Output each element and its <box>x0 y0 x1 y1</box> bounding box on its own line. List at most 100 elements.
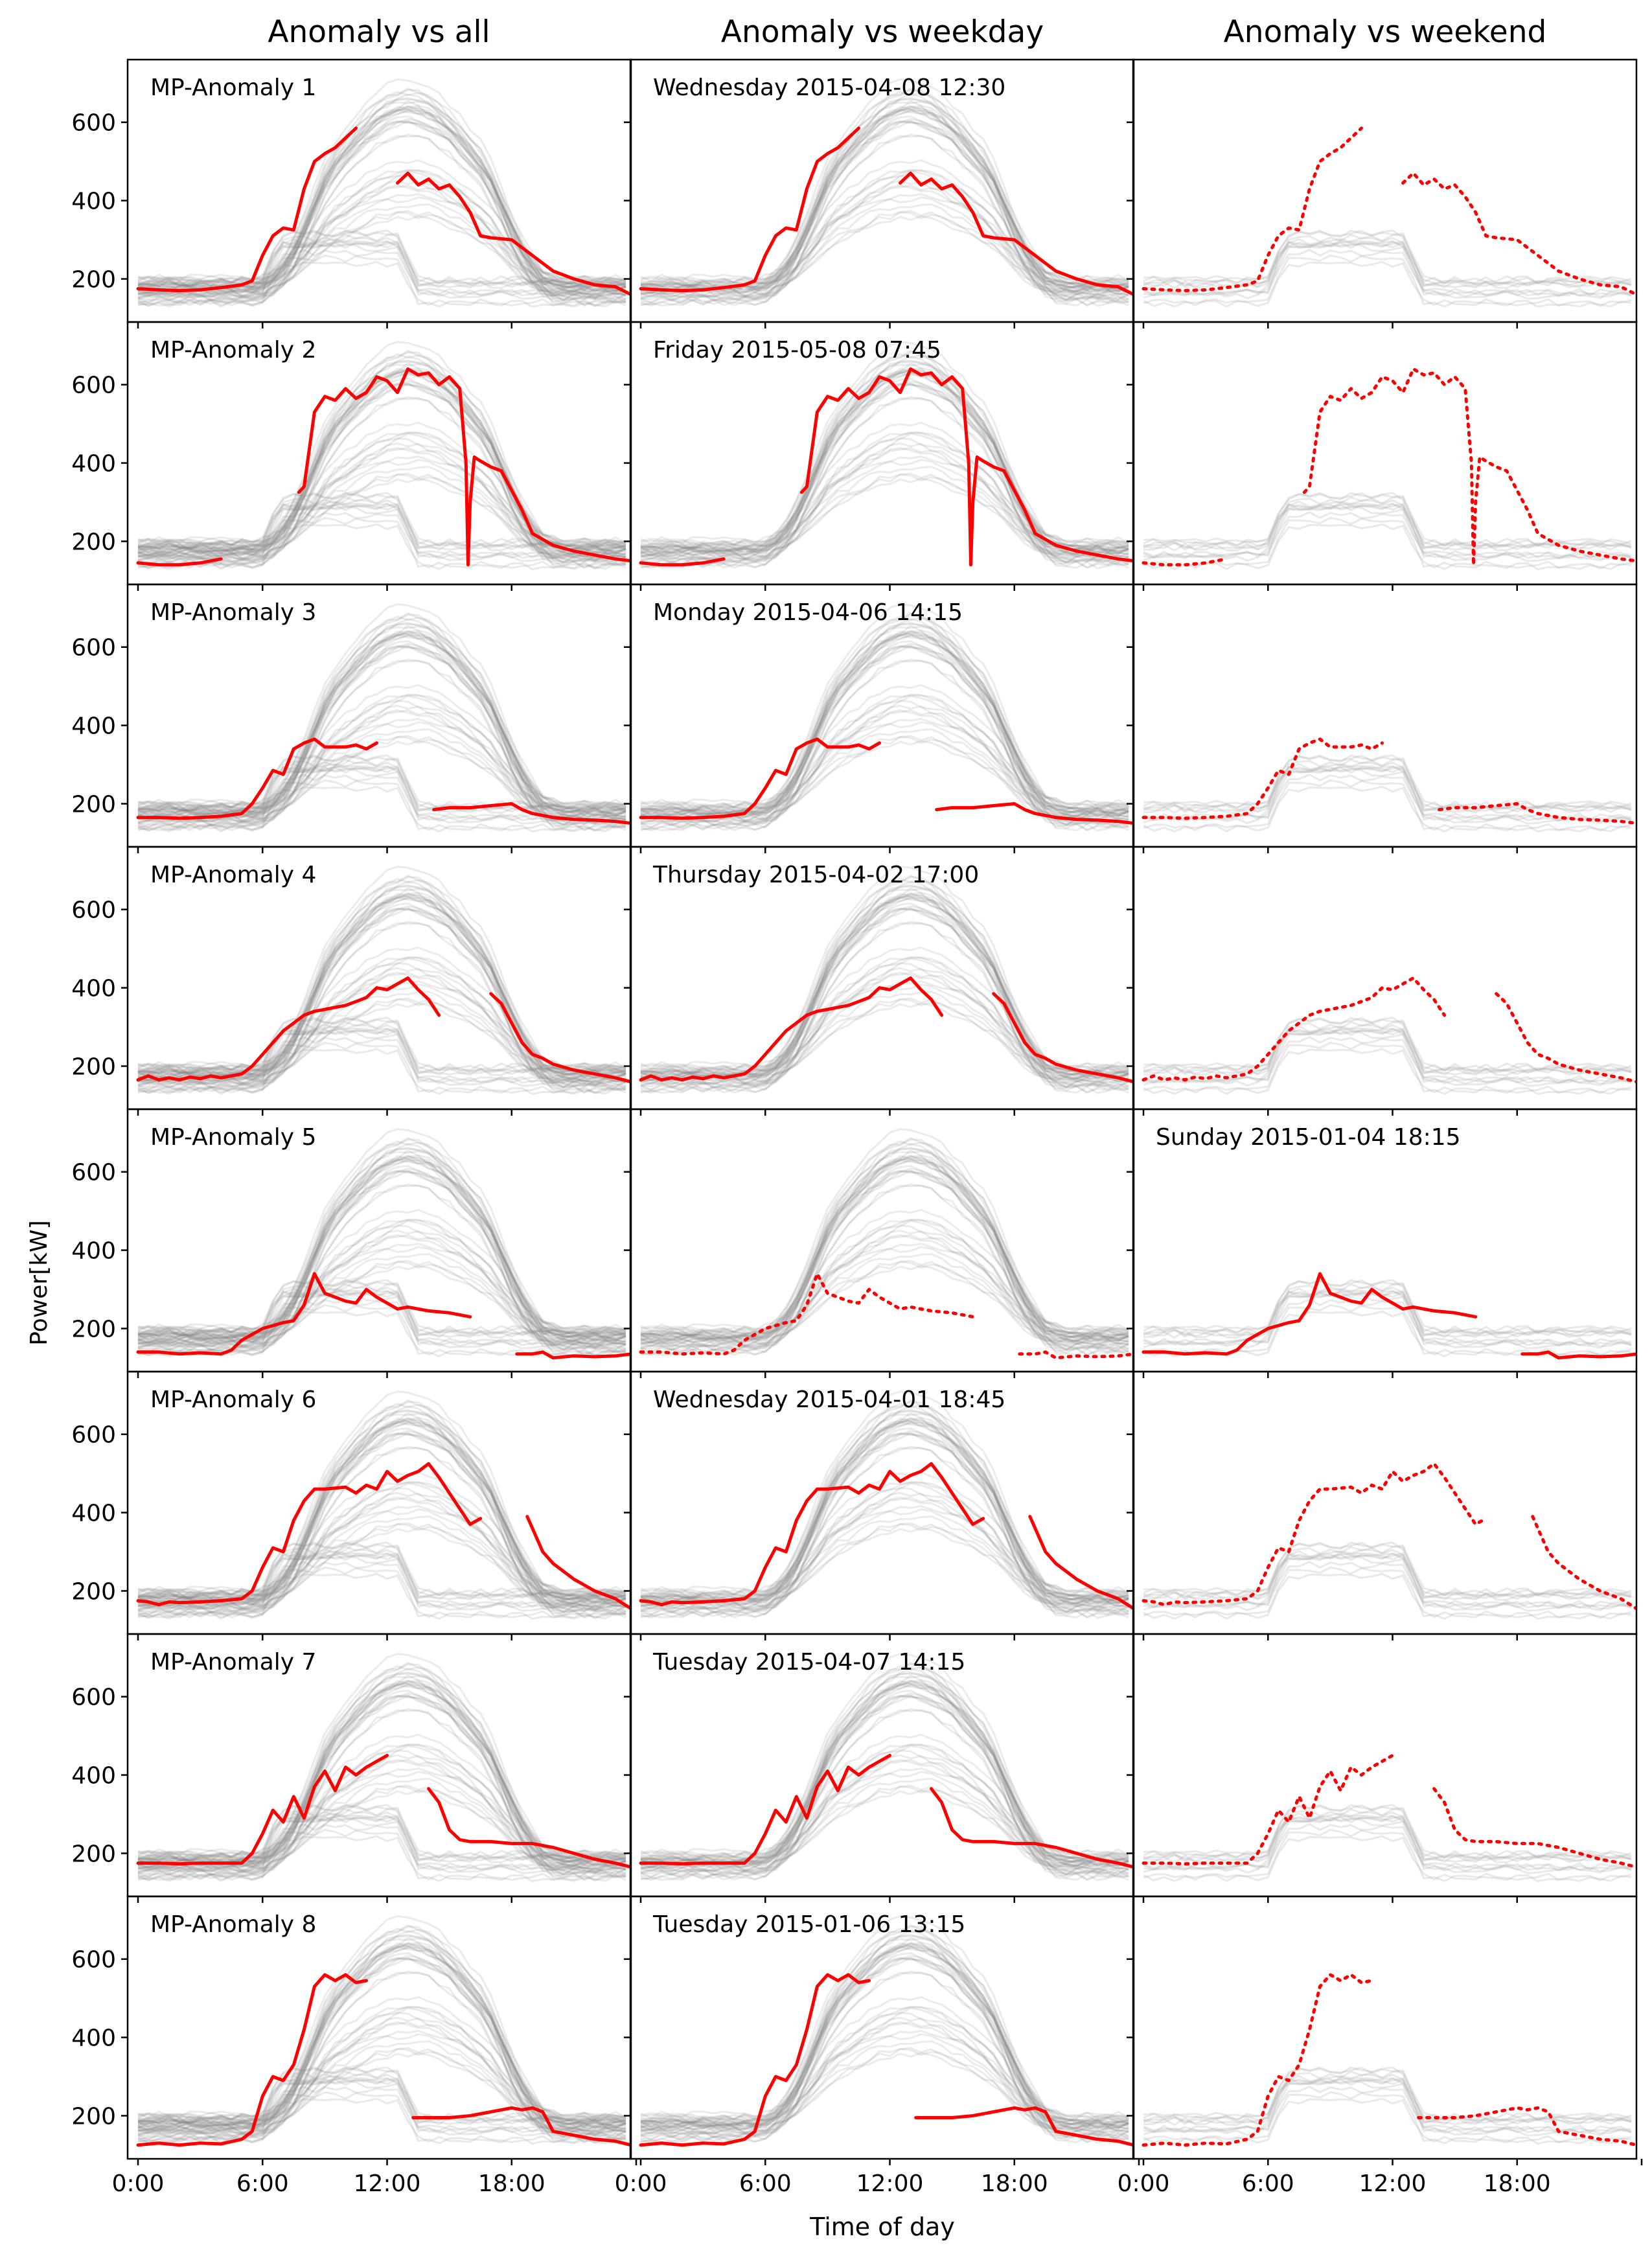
background-profile-line <box>1143 1548 1632 1601</box>
background-profile-line <box>640 377 1129 570</box>
background-profile-line <box>640 1694 1129 1865</box>
background-profile-line <box>137 1433 626 1619</box>
background-profile-line <box>640 215 1129 298</box>
background-profile-line <box>641 1159 1129 1343</box>
background-profile-line <box>137 1169 626 1344</box>
background-profile-line <box>137 1260 626 1350</box>
anomaly-segment-1 <box>639 126 860 293</box>
background-profile-line <box>137 100 626 298</box>
background-profile-line <box>640 2021 1129 2135</box>
background-profile-line <box>640 1155 1129 1335</box>
anomaly-segment-1 <box>639 737 881 820</box>
background-profile-line <box>1143 1552 1632 1609</box>
background-profile-line <box>1143 1804 1632 1859</box>
background-profile-line <box>137 971 626 1077</box>
background-profile-line <box>640 1138 1129 1341</box>
background-profile-line <box>640 888 1129 1085</box>
background-profile-line <box>640 1246 1129 1341</box>
background-profile-line <box>640 892 1129 1078</box>
background-profile-line <box>640 169 1129 295</box>
column-title-all: Anomaly vs all <box>268 14 490 50</box>
background-profile-line <box>640 1771 1129 1866</box>
background-profile-line <box>137 634 626 813</box>
background-profile-line <box>640 1150 1129 1348</box>
x-tick-label: 18:00 <box>478 2170 545 2197</box>
background-profile-line <box>137 455 626 551</box>
background-profile-line <box>137 1169 626 1342</box>
background-profile-line <box>137 718 626 813</box>
background-profile-line <box>641 1684 1129 1868</box>
background-profile-line <box>640 1957 1129 2131</box>
background-profile-line <box>137 1552 626 1610</box>
background-profile-line <box>137 1164 626 1357</box>
panel-r7-c2: Tuesday 2015-04-07 14:15 <box>624 1633 1135 1903</box>
background-profile-line <box>137 902 626 1094</box>
background-profile-line <box>137 432 626 557</box>
background-profile-line <box>640 1957 1129 2127</box>
background-profile-line <box>640 1942 1129 2126</box>
background-profile-line <box>137 1709 626 1878</box>
background-profile-line <box>137 363 626 560</box>
background-profile-line <box>137 630 626 811</box>
background-profile-line <box>640 895 1129 1089</box>
background-profile-line <box>640 634 1129 813</box>
background-profile-line <box>137 377 626 570</box>
background-profile-line <box>137 1158 626 1352</box>
background-profile-line <box>640 1785 1129 1874</box>
background-profile-line <box>138 1159 626 1343</box>
panel-plot-area <box>639 1390 1134 1619</box>
panel-plot-area <box>136 603 631 833</box>
background-profile-line <box>640 1183 1129 1356</box>
anomaly-segment-1 <box>639 1753 891 1866</box>
background-profile-line <box>137 1246 626 1341</box>
background-profile-line <box>640 1661 1129 1858</box>
background-profile-line <box>640 1234 1129 1348</box>
anomaly-segment-2 <box>1495 992 1636 1084</box>
background-profile-line <box>640 1942 1129 2123</box>
background-profile-line <box>137 1942 626 2123</box>
background-profile-line <box>137 1572 626 1619</box>
background-profile-line <box>640 87 1129 284</box>
anomaly-name-label: MP-Anomaly 2 <box>150 337 316 363</box>
background-profile-line <box>137 1159 626 1341</box>
background-profile-line <box>137 371 626 551</box>
background-profile-line <box>137 109 626 288</box>
background-profile-line <box>640 1433 1129 1619</box>
background-profile-line <box>137 1523 626 1612</box>
background-profile-line <box>137 1283 626 1339</box>
background-profile-line <box>640 1946 1129 2125</box>
background-profile-line <box>1143 2077 1632 2134</box>
background-profile-line <box>640 633 1129 813</box>
background-profile-line <box>640 1523 1129 1612</box>
background-profile-line <box>640 1496 1129 1610</box>
anomaly-date-label: Tuesday 2015-04-07 14:15 <box>652 1649 965 1675</box>
background-profile-line <box>137 446 626 560</box>
background-profile-line <box>640 1709 1129 1878</box>
background-profile-line <box>1143 1551 1632 1599</box>
background-profile-line <box>1143 503 1632 560</box>
background-profile-line <box>640 1158 1129 1338</box>
background-profile-line <box>137 1996 626 2119</box>
background-profile-line <box>640 1167 1129 1342</box>
background-profile-line <box>640 1653 1129 1858</box>
background-profile-line <box>640 100 1129 304</box>
background-profile-line <box>137 1679 626 1863</box>
background-profile-line <box>137 349 626 546</box>
background-profile-line <box>137 922 626 1091</box>
background-profile-line <box>137 1286 626 1339</box>
background-profile-line <box>137 1146 626 1342</box>
panel-r5-c3: Sunday 2015-01-04 18:15 <box>1127 1108 1638 1378</box>
background-profile-line <box>137 630 626 816</box>
column-title-weekend: Anomaly vs weekend <box>1224 14 1547 50</box>
background-profile-line <box>640 892 1129 1076</box>
background-profile-line <box>640 1957 1129 2130</box>
background-profile-line <box>137 779 626 833</box>
background-profile-line <box>640 1260 1129 1350</box>
panel-r8-c2: 0:00 6:00 12:00 18:00 Tuesday 2015-01-06 13:… <box>615 1895 1140 2197</box>
background-profile-line <box>640 1146 1129 1342</box>
background-profile-line <box>640 922 1129 1091</box>
background-profile-line <box>137 997 626 1084</box>
x-tick-label: 0:00 <box>615 2170 667 2197</box>
background-profile-line <box>641 1422 1129 1606</box>
background-profile-line <box>640 639 1129 832</box>
